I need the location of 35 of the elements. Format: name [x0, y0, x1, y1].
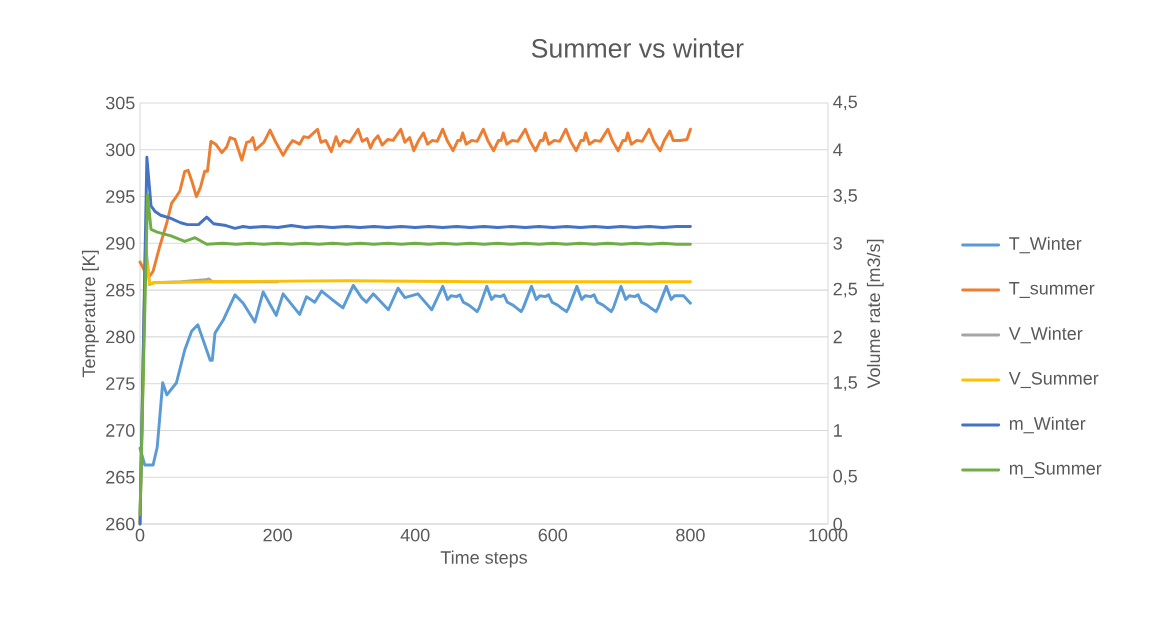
x-axis-title: Time steps: [440, 550, 528, 568]
y-axis-title: Temperature [K]: [81, 250, 99, 378]
y2-tick-label: 0,5: [833, 469, 857, 485]
line-series: [138, 127, 692, 278]
y-tick-label: 270: [106, 424, 135, 437]
y2-tick-label: 4,5: [833, 95, 857, 111]
y-tick-label: 275: [106, 377, 135, 391]
x-tick-label: 200: [263, 528, 292, 542]
y-tick-label: 285: [106, 283, 135, 297]
y2-tick-label: 1,5: [834, 376, 857, 392]
y2-tick-label: 4: [833, 143, 843, 156]
y-tick-label: 305: [105, 96, 135, 110]
y2-axis-title: Volume rate [m3/s]: [866, 239, 884, 389]
chart-title: Summer vs winter: [531, 38, 744, 58]
y-tick-label: 260: [106, 517, 135, 531]
y-tick-label: 290: [106, 236, 135, 250]
y-tick-label: 265: [106, 470, 135, 484]
y2-tick-label: 3: [833, 236, 842, 250]
y2-tick-label: 2: [833, 330, 842, 344]
y2-tick-label: 1: [834, 424, 842, 437]
y-tick-label: 300: [105, 143, 135, 157]
legend-label: V_Summer: [1008, 371, 1099, 389]
x-tick-label: 800: [676, 528, 705, 542]
legend-label: T_Winter: [1009, 236, 1082, 254]
y2-tick-label: 3,5: [833, 189, 857, 204]
x-tick-label: 400: [400, 528, 430, 542]
x-tick-label: 0: [135, 528, 145, 542]
x-tick-label: 600: [538, 528, 568, 542]
legend-label: m_Summer: [1009, 461, 1102, 479]
legend-label: T_summer: [1009, 282, 1095, 298]
y2-tick-label: 2,5: [833, 282, 857, 298]
legend-label: m_Winter: [1009, 416, 1086, 434]
y-tick-label: 295: [106, 190, 135, 203]
legend-label: V_Winter: [1008, 326, 1083, 344]
y-tick-label: 280: [106, 330, 135, 344]
